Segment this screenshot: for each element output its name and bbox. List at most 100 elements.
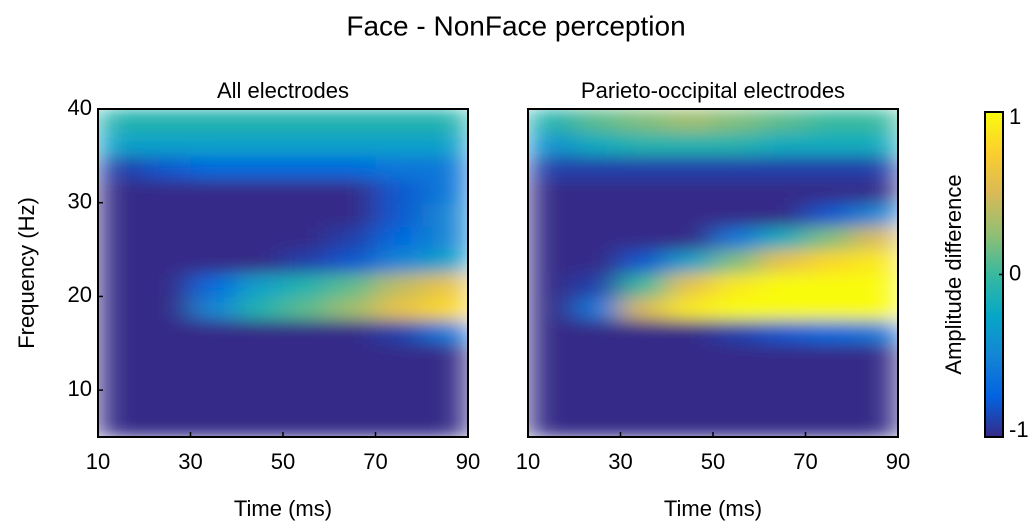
heatmap-cell	[666, 390, 714, 415]
heatmap-cell	[421, 226, 468, 251]
heatmap-cell	[144, 249, 191, 274]
heatmap-cell	[713, 226, 760, 251]
heatmap-cell	[620, 179, 668, 204]
heatmap-cell	[421, 390, 468, 415]
heatmap-cell	[329, 202, 376, 227]
heatmap-cell	[329, 109, 376, 133]
heatmap-cell	[190, 132, 238, 157]
heatmap-cell	[329, 390, 376, 415]
heatmap-cells	[98, 109, 468, 437]
heatmap	[98, 109, 468, 437]
y-axis-label: Frequency (Hz)	[14, 197, 39, 349]
heatmap-cell	[805, 319, 853, 344]
heatmap-cell	[236, 343, 284, 368]
heatmap-cell	[574, 319, 621, 344]
heatmap-cell	[759, 155, 806, 180]
heatmap-cell	[528, 179, 575, 204]
y-tick-label: 20	[68, 282, 92, 307]
heatmap-cell	[375, 343, 423, 368]
heatmap-cell	[283, 343, 330, 368]
heatmap-cell	[713, 366, 760, 391]
heatmap-cell	[759, 226, 806, 251]
heatmap-cell	[620, 390, 668, 415]
x-tick-label: 30	[608, 449, 632, 474]
heatmap-cell	[283, 390, 330, 415]
heatmap-cell	[329, 343, 376, 368]
heatmap-cell	[528, 390, 575, 415]
heatmap-cell	[620, 343, 668, 368]
heatmap-cell	[144, 109, 191, 133]
heatmap-cell	[620, 319, 668, 344]
heatmap-cell	[666, 132, 714, 157]
heatmap-cell	[283, 155, 330, 180]
heatmap-cell	[144, 390, 191, 415]
heatmap-cell	[666, 179, 714, 204]
heatmap-cell	[713, 155, 760, 180]
heatmap-cell	[236, 413, 284, 437]
heatmap-cell	[666, 343, 714, 368]
heatmap-cell	[190, 366, 238, 391]
heatmap-cell	[851, 296, 898, 321]
heatmap-cell	[666, 296, 714, 321]
heatmap-cell	[190, 202, 238, 227]
heatmap-cell	[805, 202, 853, 227]
heatmap-cell	[236, 132, 284, 157]
heatmap-cell	[528, 109, 575, 133]
heatmap-cell	[375, 319, 423, 344]
heatmap-cell	[851, 343, 898, 368]
heatmap-cell	[236, 179, 284, 204]
heatmap-cell	[713, 390, 760, 415]
heatmap-cell	[759, 319, 806, 344]
heatmap-cell	[236, 202, 284, 227]
heatmap-cell	[620, 296, 668, 321]
heatmap-cell	[375, 109, 423, 133]
heatmap-cell	[759, 273, 806, 297]
heatmap-cell	[574, 366, 621, 391]
heatmap-cell	[574, 109, 621, 133]
heatmap-cell	[574, 273, 621, 297]
heatmap-cell	[98, 319, 145, 344]
colorbar-label: Amplitude difference	[941, 174, 966, 374]
heatmap-cell	[190, 226, 238, 251]
heatmap-cell	[329, 132, 376, 157]
heatmap-cell	[236, 155, 284, 180]
heatmap-cell	[144, 366, 191, 391]
heatmap-cell	[421, 319, 468, 344]
heatmap-cell	[574, 155, 621, 180]
panel-title: All electrodes	[217, 78, 349, 103]
colorbar-tick-label: 1	[1009, 104, 1021, 129]
heatmap-cell	[329, 179, 376, 204]
heatmap-cell	[236, 390, 284, 415]
heatmap-cell	[759, 109, 806, 133]
heatmap-cell	[851, 319, 898, 344]
heatmap-cell	[528, 319, 575, 344]
heatmap-cell	[421, 296, 468, 321]
heatmap-cell	[666, 226, 714, 251]
heatmap-cell	[666, 202, 714, 227]
heatmap-cell	[144, 155, 191, 180]
heatmap-cell	[421, 132, 468, 157]
heatmap-cell	[528, 413, 575, 437]
heatmap-cell	[190, 249, 238, 274]
heatmap-cell	[283, 319, 330, 344]
heatmap-cell	[329, 366, 376, 391]
heatmap-cell	[851, 413, 898, 437]
heatmap-cell	[620, 109, 668, 133]
heatmap-cell	[574, 413, 621, 437]
x-tick-label: 10	[516, 449, 540, 474]
x-axis-label: Time (ms)	[664, 496, 762, 521]
y-tick-label: 40	[68, 95, 92, 120]
x-tick-label: 90	[456, 449, 480, 474]
x-tick-label: 50	[271, 449, 295, 474]
heatmap-cell	[805, 179, 853, 204]
heatmap-cell	[851, 109, 898, 133]
heatmap-cell	[713, 202, 760, 227]
heatmap-cell	[98, 366, 145, 391]
heatmap-cell	[190, 296, 238, 321]
x-tick-label: 50	[701, 449, 725, 474]
heatmap-cell	[144, 343, 191, 368]
heatmap-cell	[329, 273, 376, 297]
heatmap-cell	[666, 413, 714, 437]
heatmap-cell	[574, 249, 621, 274]
heatmap-cell	[620, 413, 668, 437]
